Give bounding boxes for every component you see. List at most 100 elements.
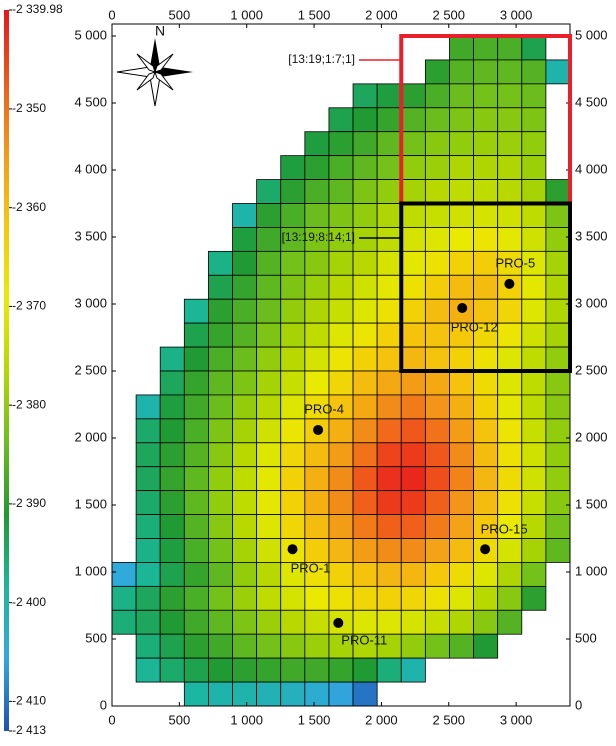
cell xyxy=(232,370,258,396)
cell xyxy=(159,633,185,659)
cell xyxy=(545,179,571,204)
cell xyxy=(376,394,402,420)
cell xyxy=(352,274,378,300)
cell xyxy=(376,370,402,396)
cell xyxy=(183,585,209,611)
cell xyxy=(328,585,354,611)
cell xyxy=(352,346,378,372)
cell xyxy=(328,681,354,707)
cell xyxy=(473,418,499,444)
cell xyxy=(352,490,378,515)
cell xyxy=(232,681,258,707)
cell xyxy=(473,107,499,133)
cell xyxy=(473,562,499,587)
cell xyxy=(256,657,282,683)
cell xyxy=(497,538,523,563)
cell xyxy=(376,155,402,180)
cell xyxy=(497,179,523,204)
cell xyxy=(304,681,330,707)
cell xyxy=(208,442,233,468)
cell xyxy=(352,203,378,228)
cell xyxy=(424,179,450,204)
x-tick-label-top: 3 000 xyxy=(500,7,533,22)
cell xyxy=(545,490,571,515)
cell xyxy=(352,322,378,348)
cell xyxy=(545,274,571,300)
cell xyxy=(183,322,209,348)
cell xyxy=(256,394,282,420)
cell xyxy=(424,346,450,372)
cell xyxy=(304,322,330,348)
cell xyxy=(328,107,354,133)
cell xyxy=(280,609,306,635)
well-label: PRO-4 xyxy=(304,401,344,416)
cell xyxy=(256,538,282,563)
cell xyxy=(280,346,306,372)
cell xyxy=(208,562,233,587)
cell xyxy=(497,370,523,396)
cell xyxy=(497,203,523,228)
x-tick-label-top: 2 000 xyxy=(365,7,398,22)
cell xyxy=(159,394,185,420)
cell xyxy=(280,394,306,420)
cell xyxy=(280,203,306,228)
cell xyxy=(159,490,185,515)
cell xyxy=(545,298,571,324)
cell xyxy=(400,250,426,276)
cell xyxy=(183,681,209,707)
cell xyxy=(304,538,330,563)
cell xyxy=(400,131,426,157)
cell xyxy=(473,155,499,180)
cell xyxy=(521,298,547,324)
cell xyxy=(473,35,499,61)
cell xyxy=(521,490,547,515)
colorbar-label: -2 413 xyxy=(12,723,46,737)
cell xyxy=(424,394,450,420)
cell xyxy=(208,418,233,444)
cell xyxy=(159,418,185,444)
x-tick-label: 0 xyxy=(108,712,115,727)
cell xyxy=(352,538,378,563)
cell xyxy=(159,538,185,563)
cell xyxy=(424,298,450,324)
cell xyxy=(304,585,330,611)
cell xyxy=(473,585,499,611)
cell xyxy=(159,346,185,372)
cell xyxy=(473,274,499,300)
cell xyxy=(473,131,499,157)
cell xyxy=(521,107,547,133)
cell xyxy=(545,538,571,563)
y-tick-label: 2 000 xyxy=(74,429,107,444)
cell xyxy=(352,155,378,180)
cell xyxy=(400,514,426,539)
cell xyxy=(521,322,547,348)
cell xyxy=(280,466,306,492)
cell xyxy=(208,633,233,659)
cell xyxy=(232,514,258,539)
cell xyxy=(352,179,378,204)
cell xyxy=(424,203,450,228)
cell xyxy=(545,442,571,468)
cell xyxy=(328,562,354,587)
y-tick-label-right: 3 500 xyxy=(575,228,608,243)
cell xyxy=(135,514,161,539)
cell xyxy=(497,585,523,611)
cell xyxy=(449,394,474,420)
cell xyxy=(232,227,258,252)
cell xyxy=(280,657,306,683)
cell xyxy=(135,538,161,563)
y-tick-label: 1 000 xyxy=(74,563,107,578)
cell xyxy=(473,250,499,276)
cell xyxy=(376,562,402,587)
cell xyxy=(304,370,330,396)
cell xyxy=(352,442,378,468)
cell xyxy=(328,131,354,157)
cell xyxy=(159,442,185,468)
cell xyxy=(328,274,354,300)
cell xyxy=(545,59,571,85)
cell xyxy=(376,227,402,252)
cell xyxy=(352,250,378,276)
cell xyxy=(400,657,426,683)
cell xyxy=(376,609,402,635)
cell xyxy=(183,394,209,420)
